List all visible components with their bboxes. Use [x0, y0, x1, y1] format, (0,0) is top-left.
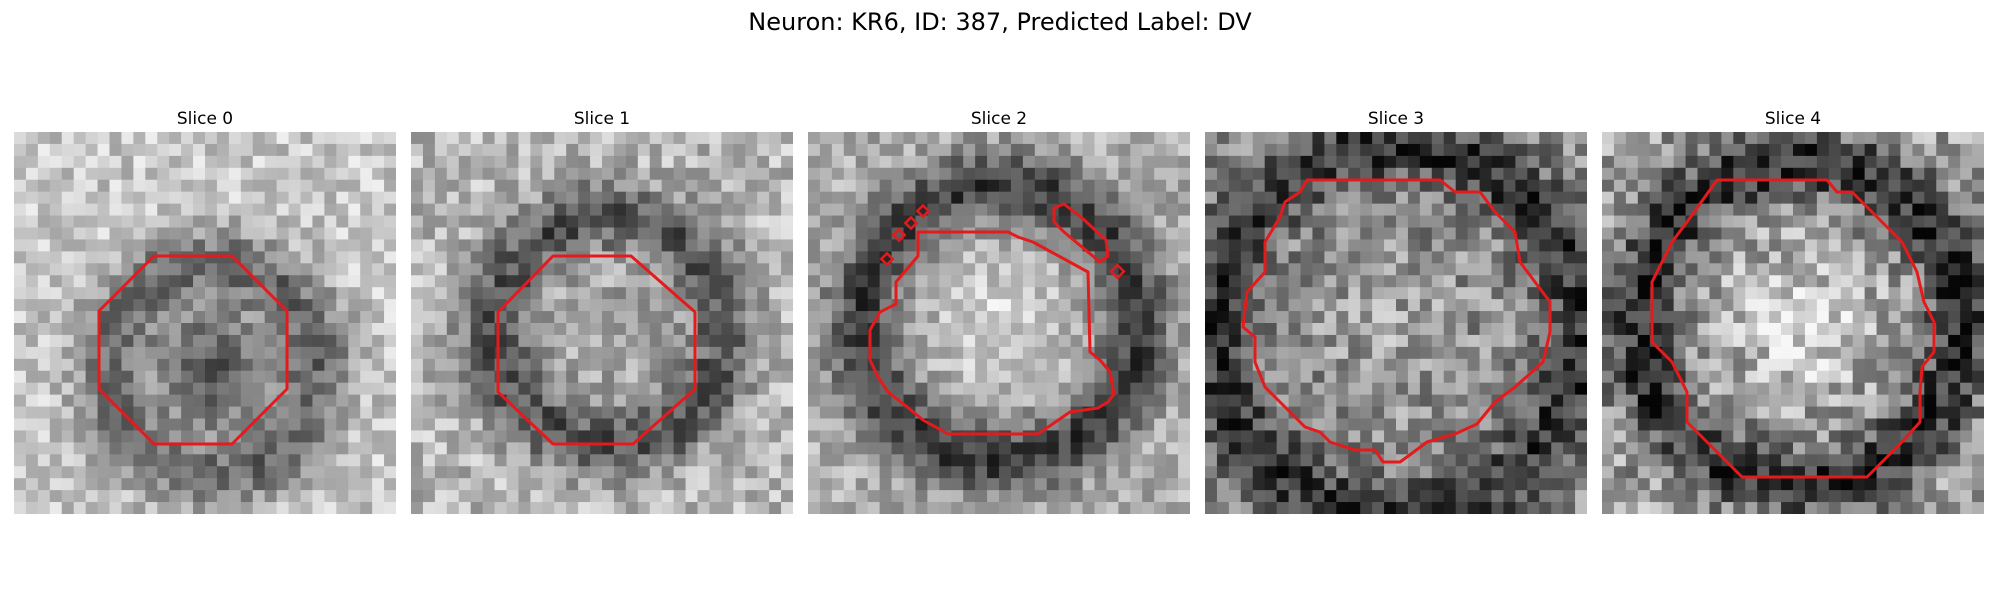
slice-title-0: Slice 0 [176, 109, 234, 129]
figure-title: Neuron: KR6, ID: 387, Predicted Label: D… [748, 8, 1252, 36]
roi-fragment-2d [891, 227, 907, 243]
roi-contour-3 [1241, 178, 1552, 464]
slice-title-3: Slice 3 [1367, 109, 1425, 129]
slice-image-0 [14, 132, 396, 514]
slice-panel-0: Slice 0 [14, 108, 396, 520]
slice-image-2 [808, 132, 1190, 514]
slice-title-4: Slice 4 [1764, 109, 1822, 129]
roi-fragment-2f [915, 203, 931, 219]
roi-contour-0 [97, 254, 289, 446]
slice-title-2: Slice 2 [970, 109, 1028, 129]
slice-panel-3: Slice 3 [1205, 108, 1587, 520]
slice-panel-4: Slice 4 [1602, 108, 1984, 520]
roi-fragment-2b [1109, 263, 1126, 280]
roi-contour-4 [1650, 178, 1936, 479]
slice-title-1: Slice 1 [573, 109, 631, 129]
roi-fragment-2a [1052, 202, 1110, 264]
roi-fragment-2c [879, 251, 895, 267]
slice-panel-2: Slice 2 [808, 108, 1190, 520]
roi-contour-1 [496, 254, 697, 446]
slice-image-1 [411, 132, 793, 514]
roi-contour-2 [868, 230, 1116, 436]
slice-panel-1: Slice 1 [411, 108, 793, 520]
roi-fragment-2e [903, 215, 919, 231]
slice-image-4 [1602, 132, 1984, 514]
slice-image-3 [1205, 132, 1587, 514]
